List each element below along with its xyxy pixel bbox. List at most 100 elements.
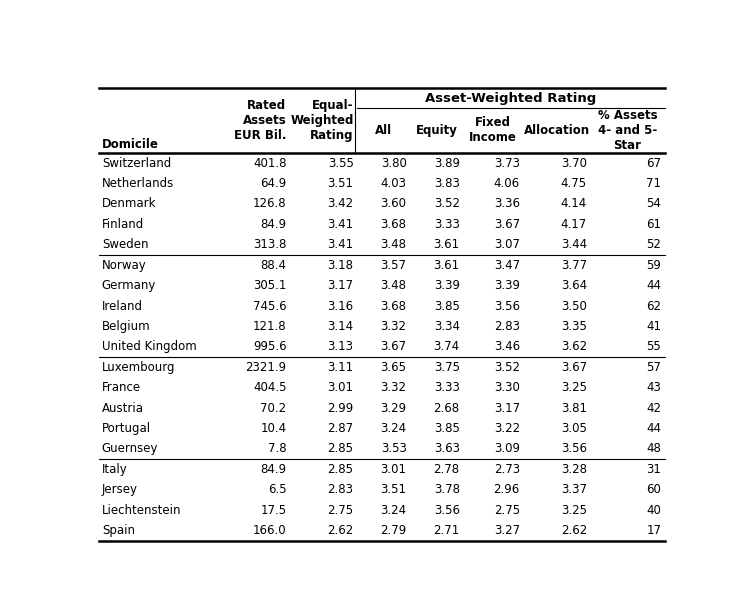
Text: 44: 44 (646, 422, 662, 435)
Text: 3.39: 3.39 (434, 279, 460, 292)
Text: Spain: Spain (102, 524, 135, 537)
Text: 4.14: 4.14 (561, 197, 587, 210)
Text: Domicile: Domicile (102, 138, 159, 151)
Text: 3.53: 3.53 (381, 443, 407, 455)
Text: 3.11: 3.11 (328, 361, 354, 374)
Text: 3.61: 3.61 (434, 238, 460, 251)
Text: 2.75: 2.75 (328, 504, 354, 517)
Text: 60: 60 (647, 483, 662, 497)
Text: 404.5: 404.5 (253, 381, 286, 394)
Text: Switzerland: Switzerland (102, 156, 171, 170)
Text: 3.83: 3.83 (434, 177, 460, 190)
Text: 3.67: 3.67 (561, 361, 587, 374)
Text: 3.48: 3.48 (381, 279, 407, 292)
Text: 2.85: 2.85 (328, 443, 354, 455)
Text: 313.8: 313.8 (253, 238, 286, 251)
Text: 3.39: 3.39 (494, 279, 520, 292)
Text: 2.75: 2.75 (494, 504, 520, 517)
Text: 2.62: 2.62 (327, 524, 354, 537)
Text: All: All (375, 124, 392, 137)
Text: 3.56: 3.56 (561, 443, 587, 455)
Text: Ireland: Ireland (102, 300, 143, 313)
Text: 2.71: 2.71 (434, 524, 460, 537)
Text: Austria: Austria (102, 402, 144, 414)
Text: 88.4: 88.4 (261, 259, 286, 272)
Text: 3.32: 3.32 (381, 381, 407, 394)
Text: 17: 17 (646, 524, 662, 537)
Text: 3.55: 3.55 (328, 156, 354, 170)
Text: 3.13: 3.13 (328, 340, 354, 353)
Text: 59: 59 (647, 259, 662, 272)
Text: Luxembourg: Luxembourg (102, 361, 175, 374)
Text: 61: 61 (646, 218, 662, 231)
Text: Fixed
Income: Fixed Income (469, 116, 517, 144)
Text: Finland: Finland (102, 218, 144, 231)
Text: 3.89: 3.89 (434, 156, 460, 170)
Text: 3.14: 3.14 (328, 320, 354, 333)
Text: France: France (102, 381, 141, 394)
Text: 3.70: 3.70 (561, 156, 587, 170)
Text: Belgium: Belgium (102, 320, 150, 333)
Text: Germany: Germany (102, 279, 156, 292)
Text: % Assets
4- and 5-
Star: % Assets 4- and 5- Star (597, 109, 657, 151)
Text: 3.33: 3.33 (434, 381, 460, 394)
Text: 3.61: 3.61 (434, 259, 460, 272)
Text: Norway: Norway (102, 259, 147, 272)
Text: 2.87: 2.87 (328, 422, 354, 435)
Text: 3.65: 3.65 (381, 361, 407, 374)
Text: 2321.9: 2321.9 (245, 361, 286, 374)
Text: 2.78: 2.78 (434, 463, 460, 476)
Text: 3.44: 3.44 (561, 238, 587, 251)
Text: 3.34: 3.34 (434, 320, 460, 333)
Text: 2.96: 2.96 (493, 483, 520, 497)
Text: 2.62: 2.62 (561, 524, 587, 537)
Text: 2.79: 2.79 (381, 524, 407, 537)
Text: 3.85: 3.85 (434, 300, 460, 313)
Text: 3.63: 3.63 (434, 443, 460, 455)
Text: 70.2: 70.2 (260, 402, 286, 414)
Text: Equal-
Weighted
Rating: Equal- Weighted Rating (291, 99, 354, 142)
Text: 3.78: 3.78 (434, 483, 460, 497)
Text: 3.60: 3.60 (381, 197, 407, 210)
Text: 3.17: 3.17 (328, 279, 354, 292)
Text: 2.68: 2.68 (434, 402, 460, 414)
Text: 166.0: 166.0 (253, 524, 286, 537)
Text: Jersey: Jersey (102, 483, 138, 497)
Text: 41: 41 (646, 320, 662, 333)
Text: 3.29: 3.29 (381, 402, 407, 414)
Text: 3.01: 3.01 (328, 381, 354, 394)
Text: 3.80: 3.80 (381, 156, 407, 170)
Text: 44: 44 (646, 279, 662, 292)
Text: 3.37: 3.37 (561, 483, 587, 497)
Text: 3.57: 3.57 (381, 259, 407, 272)
Text: 2.83: 2.83 (328, 483, 354, 497)
Text: 48: 48 (647, 443, 662, 455)
Text: 3.24: 3.24 (381, 422, 407, 435)
Text: 3.32: 3.32 (381, 320, 407, 333)
Text: 52: 52 (647, 238, 662, 251)
Text: Italy: Italy (102, 463, 127, 476)
Text: 3.24: 3.24 (381, 504, 407, 517)
Text: United Kingdom: United Kingdom (102, 340, 197, 353)
Text: 3.51: 3.51 (381, 483, 407, 497)
Text: Guernsey: Guernsey (102, 443, 158, 455)
Text: 3.25: 3.25 (561, 504, 587, 517)
Text: 3.74: 3.74 (434, 340, 460, 353)
Text: 62: 62 (646, 300, 662, 313)
Text: 3.52: 3.52 (434, 197, 460, 210)
Text: 3.47: 3.47 (494, 259, 520, 272)
Text: 3.09: 3.09 (494, 443, 520, 455)
Text: 17.5: 17.5 (260, 504, 286, 517)
Text: 3.56: 3.56 (434, 504, 460, 517)
Text: 42: 42 (646, 402, 662, 414)
Text: 401.8: 401.8 (253, 156, 286, 170)
Text: 3.25: 3.25 (561, 381, 587, 394)
Text: 121.8: 121.8 (253, 320, 286, 333)
Text: 3.48: 3.48 (381, 238, 407, 251)
Text: Asset-Weighted Rating: Asset-Weighted Rating (425, 91, 597, 105)
Text: 3.16: 3.16 (328, 300, 354, 313)
Text: 3.41: 3.41 (328, 238, 354, 251)
Text: 6.5: 6.5 (267, 483, 286, 497)
Text: 3.18: 3.18 (328, 259, 354, 272)
Text: 3.64: 3.64 (561, 279, 587, 292)
